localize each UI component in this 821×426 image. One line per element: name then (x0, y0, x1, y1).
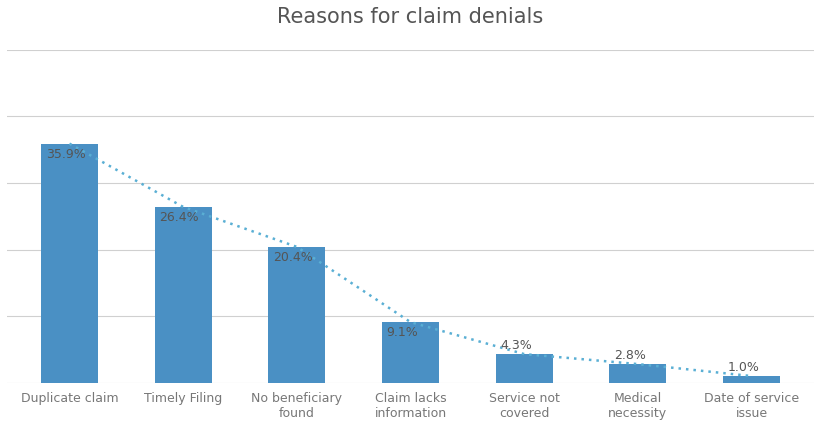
Text: 20.4%: 20.4% (273, 250, 313, 264)
Text: 1.0%: 1.0% (727, 360, 759, 374)
Text: 2.8%: 2.8% (614, 348, 646, 362)
Text: 4.3%: 4.3% (500, 339, 532, 351)
Bar (154, 207, 212, 383)
Bar (609, 364, 667, 383)
Text: 26.4%: 26.4% (159, 211, 199, 224)
Bar (723, 376, 780, 383)
Bar (268, 247, 325, 383)
Bar (41, 144, 98, 383)
Title: Reasons for claim denials: Reasons for claim denials (277, 7, 544, 27)
Text: 35.9%: 35.9% (46, 148, 85, 161)
Text: 9.1%: 9.1% (387, 326, 419, 339)
Bar (382, 322, 439, 383)
Bar (496, 354, 553, 383)
